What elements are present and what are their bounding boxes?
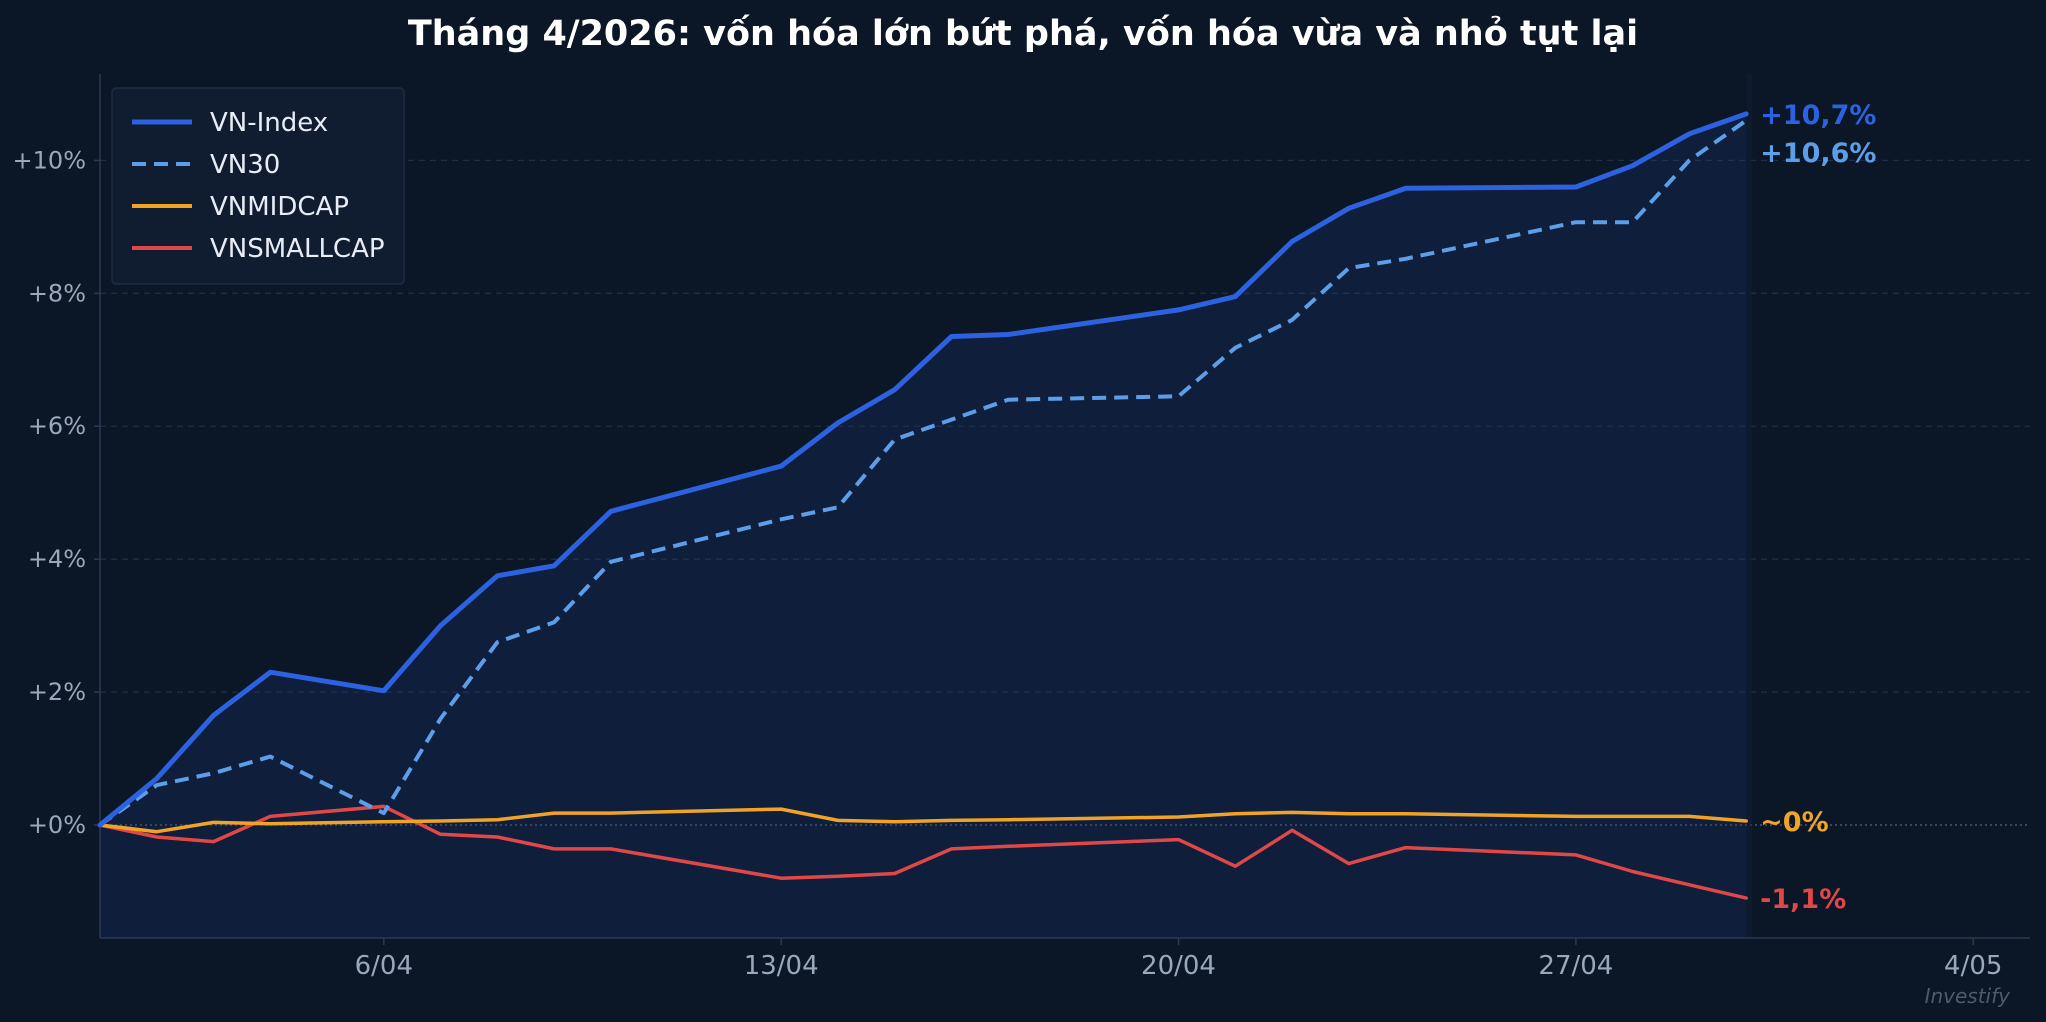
legend-box: [111, 87, 405, 285]
legend-label-vn30: VN30: [210, 150, 280, 180]
end-label-vnsmallcap: -1,1%: [1760, 884, 1846, 915]
axes: [99, 74, 2030, 939]
series-lines: [97, 111, 1749, 900]
y-tick-label: +8%: [28, 279, 86, 307]
end-label-vnmidcap: ~0%: [1760, 807, 1828, 838]
y-tick-label: +6%: [28, 412, 86, 440]
legend-label-vnmidcap: VNMIDCAP: [210, 192, 349, 222]
chart-title: Tháng 4/2026: vốn hóa lớn bứt phá, vốn h…: [408, 14, 1638, 54]
series-line-vn-index: [97, 111, 1749, 828]
y-tick-label: +4%: [28, 545, 86, 573]
x-tick-label: 6/04: [355, 951, 413, 981]
legend-label-vnsmallcap: VNSMALLCAP: [210, 234, 385, 264]
x-tick-label: 4/05: [1944, 951, 2002, 981]
x-axis-ticks: 6/04 13/04 20/04 27/04 4/05: [355, 938, 2002, 981]
end-label-vn30: +10,6%: [1760, 138, 1876, 169]
x-tick-label: 20/04: [1141, 951, 1216, 981]
plot-area: [100, 74, 2030, 938]
end-label-vn-index: +10,7%: [1760, 100, 1876, 131]
area-fill: [100, 74, 1753, 938]
series-line-vnmidcap: [98, 807, 1748, 834]
x-tick-label: 13/04: [744, 951, 819, 981]
y-tick-label: +10%: [13, 146, 86, 174]
y-tick-label: +2%: [28, 678, 86, 706]
x-tick-label: 27/04: [1538, 951, 1613, 981]
y-tick-label: +0%: [28, 811, 86, 839]
area-vn-index: [100, 113, 1747, 938]
legend: VN-Index VN30 VNMIDCAP VNSMALLCAP: [111, 87, 405, 285]
y-axis-ticks: +0% +2% +4% +6% +8% +10%: [13, 146, 100, 839]
series-line-vnsmallcap: [98, 804, 1748, 900]
watermark: Investify: [1925, 984, 2012, 1008]
legend-label-vn-index: VN-Index: [210, 108, 328, 138]
area-edge: [1746, 74, 1753, 938]
series-line-vn30: [98, 118, 1748, 827]
end-labels: +10,7% +10,6% ~0% -1,1%: [1760, 100, 1876, 915]
